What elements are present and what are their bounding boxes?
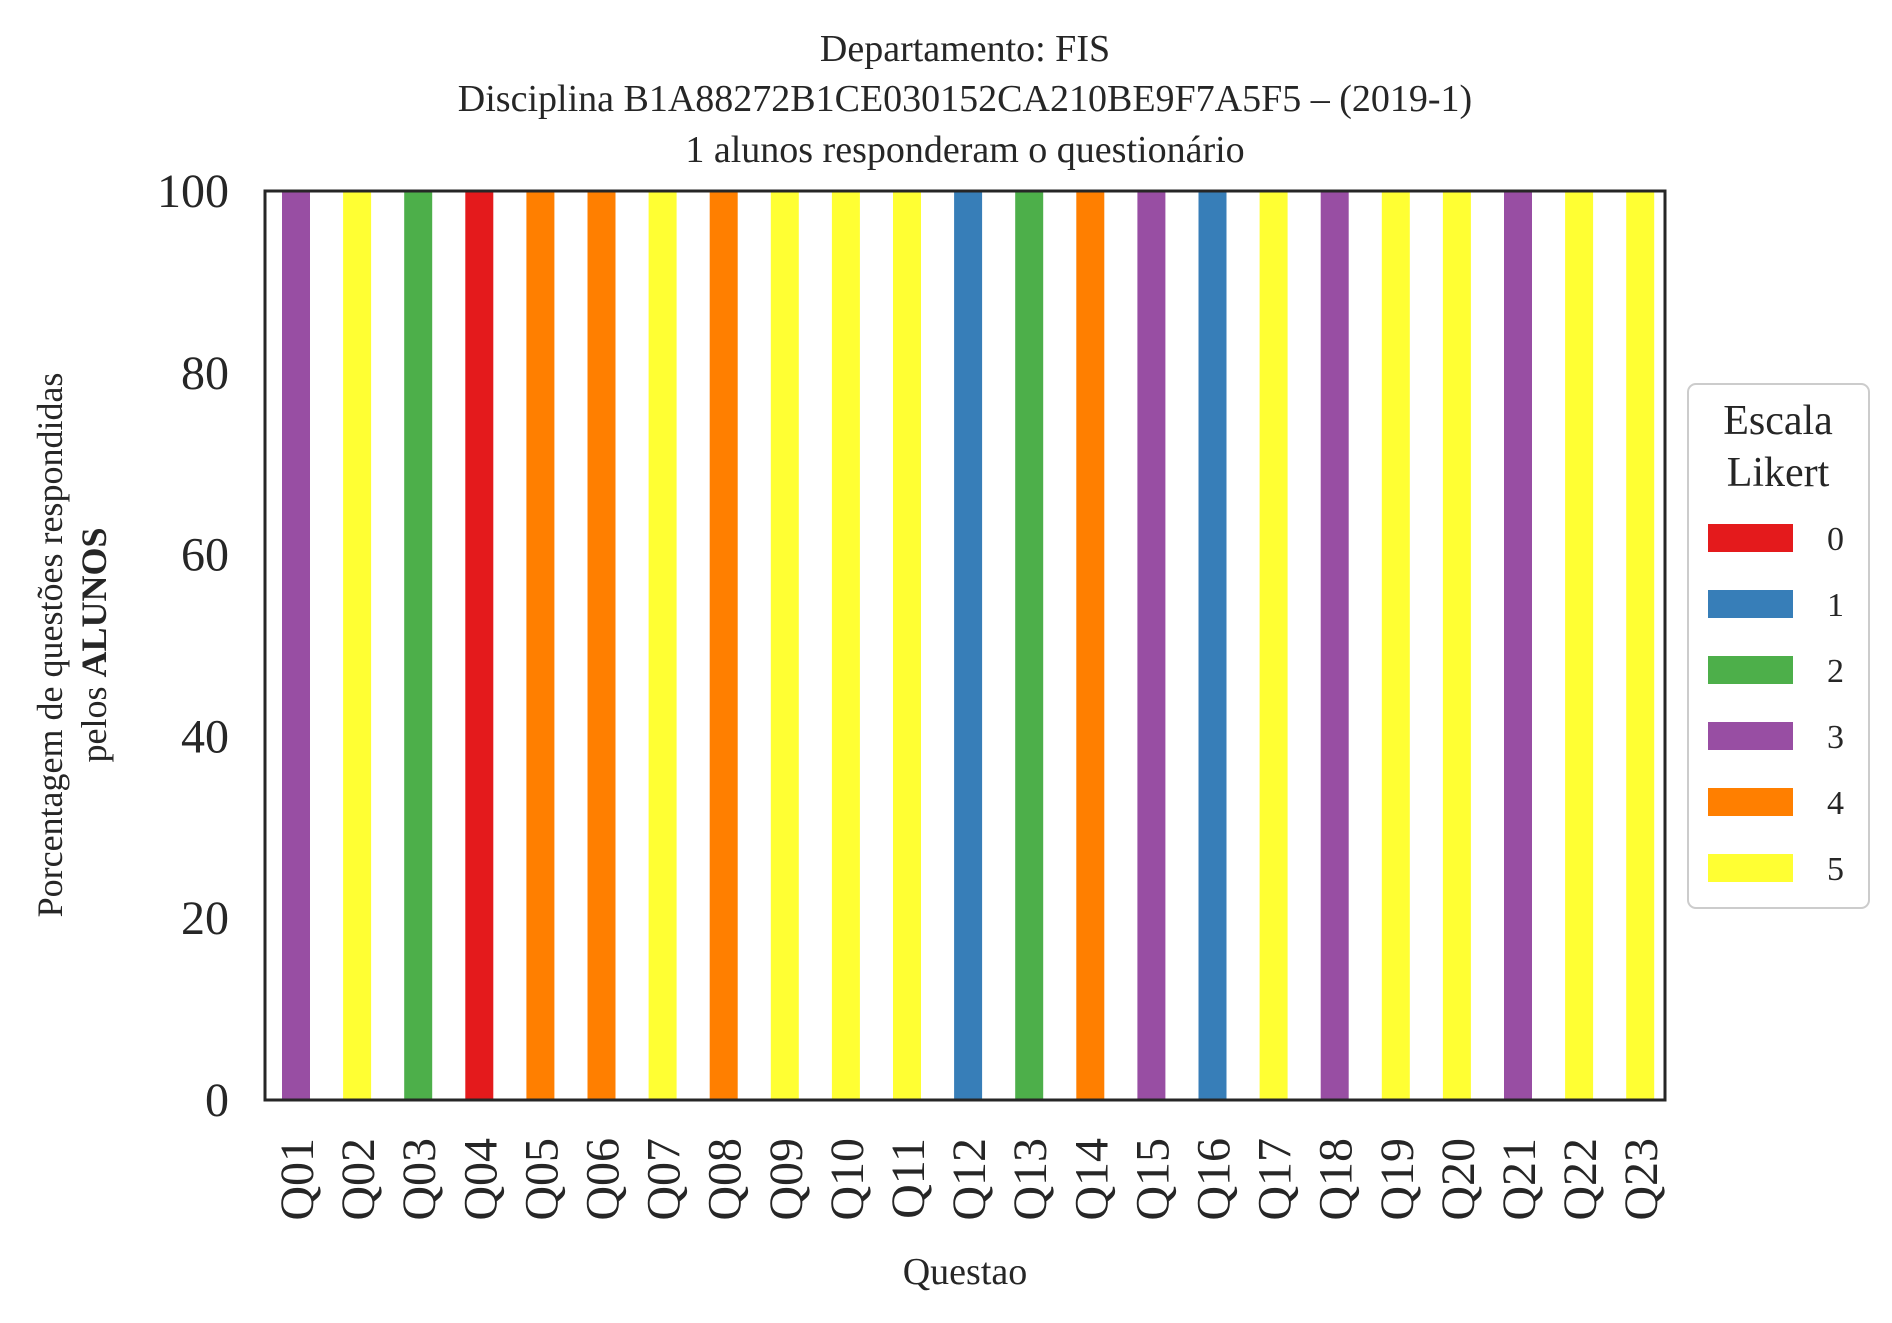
x-tick-label-q20: Q20 bbox=[1432, 1138, 1485, 1221]
bar-q09-likert-5 bbox=[770, 191, 799, 1100]
bar-q08-likert-4 bbox=[709, 191, 738, 1100]
y-tick-label-80: 80 bbox=[181, 347, 229, 400]
bar-q04-likert-0 bbox=[465, 191, 494, 1100]
legend-label-1: 1 bbox=[1827, 587, 1844, 624]
legend-swatch-2 bbox=[1708, 656, 1793, 684]
bars-group bbox=[282, 191, 1655, 1100]
bar-q11-likert-5 bbox=[893, 191, 921, 1100]
y-tick-label-0: 0 bbox=[205, 1074, 229, 1127]
y-tick-label-60: 60 bbox=[181, 529, 229, 582]
bar-q02-likert-5 bbox=[343, 191, 372, 1100]
legend-box bbox=[1687, 383, 1870, 909]
legend: Escala Likert 0 1 2 3 4 5 bbox=[1687, 383, 1870, 909]
y-axis-label-bold: ALUNOS bbox=[74, 527, 114, 677]
y-axis-label-line-2: pelos ALUNOS bbox=[74, 527, 114, 762]
x-axis-label: Questao bbox=[903, 1251, 1028, 1293]
bar-q20-likert-5 bbox=[1442, 191, 1471, 1100]
legend-label-5: 5 bbox=[1827, 851, 1844, 888]
x-tick-label-q19: Q19 bbox=[1371, 1138, 1424, 1221]
bar-q14-likert-4 bbox=[1076, 191, 1105, 1100]
legend-swatch-3 bbox=[1708, 722, 1793, 750]
x-tick-label-q02: Q02 bbox=[332, 1138, 385, 1221]
x-tick-label-q14: Q14 bbox=[1065, 1138, 1118, 1221]
legend-label-0: 0 bbox=[1827, 521, 1844, 558]
legend-swatch-1 bbox=[1708, 590, 1793, 618]
x-tick-label-q07: Q07 bbox=[638, 1138, 691, 1221]
x-tick-label-q16: Q16 bbox=[1188, 1138, 1241, 1221]
bar-q05-likert-4 bbox=[526, 191, 555, 1100]
y-tick-label-40: 40 bbox=[181, 710, 229, 763]
x-tick-label-q06: Q06 bbox=[577, 1138, 630, 1221]
plot-frame bbox=[263, 189, 1667, 1102]
bar-q19-likert-5 bbox=[1381, 191, 1410, 1100]
bar-q12-likert-1 bbox=[954, 191, 983, 1100]
bar-q23-likert-5 bbox=[1626, 191, 1655, 1100]
legend-title-line-2: Likert bbox=[1727, 450, 1830, 496]
legend-label-2: 2 bbox=[1827, 653, 1844, 690]
bar-q06-likert-4 bbox=[587, 191, 616, 1100]
x-tick-label-q10: Q10 bbox=[821, 1138, 874, 1221]
bar-q16-likert-1 bbox=[1198, 191, 1227, 1100]
legend-swatch-5 bbox=[1708, 854, 1793, 882]
bar-q13-likert-2 bbox=[1015, 191, 1044, 1100]
x-tick-label-q09: Q09 bbox=[760, 1138, 813, 1221]
y-tick-label-100: 100 bbox=[157, 165, 229, 218]
x-axis-ticks: Q01 Q02 Q03 Q04 Q05 Q06 Q07 Q08 Q09 Q10 Q11 Q12 Q13 Q… bbox=[271, 1138, 1668, 1221]
x-tick-label-q22: Q22 bbox=[1554, 1138, 1607, 1221]
x-tick-label-q23: Q23 bbox=[1615, 1138, 1668, 1221]
bar-q18-likert-3 bbox=[1320, 191, 1349, 1100]
y-axis-label: Porcentagem de questões respondidas pelo… bbox=[30, 373, 114, 918]
x-tick-label-q08: Q08 bbox=[699, 1138, 752, 1221]
x-tick-label-q13: Q13 bbox=[1004, 1138, 1057, 1221]
x-tick-label-q12: Q12 bbox=[943, 1138, 996, 1221]
legend-title-line-1: Escala bbox=[1723, 398, 1833, 444]
y-tick-label-20: 20 bbox=[181, 892, 229, 945]
y-axis-label-line-1: Porcentagem de questões respondidas bbox=[30, 373, 70, 918]
x-tick-label-q03: Q03 bbox=[393, 1138, 446, 1221]
bar-q21-likert-3 bbox=[1504, 191, 1532, 1100]
x-tick-label-q17: Q17 bbox=[1249, 1138, 1302, 1221]
bar-q17-likert-5 bbox=[1259, 191, 1288, 1100]
legend-label-4: 4 bbox=[1827, 785, 1844, 822]
x-tick-label-q05: Q05 bbox=[515, 1138, 568, 1221]
y-axis-label-prefix: pelos bbox=[74, 678, 114, 763]
x-tick-label-q11: Q11 bbox=[882, 1138, 935, 1219]
bar-q01-likert-3 bbox=[282, 191, 310, 1100]
x-tick-label-q04: Q04 bbox=[454, 1138, 507, 1221]
bar-q03-likert-2 bbox=[404, 191, 433, 1100]
title-line-2: Disciplina B1A88272B1CE030152CA210BE9F7A… bbox=[458, 78, 1472, 120]
y-axis-ticks: 0 20 40 60 80 100 bbox=[157, 165, 229, 1127]
x-tick-label-q15: Q15 bbox=[1126, 1138, 1179, 1221]
legend-label-3: 3 bbox=[1827, 719, 1844, 756]
legend-swatch-0 bbox=[1708, 524, 1793, 552]
bar-q10-likert-5 bbox=[831, 191, 860, 1100]
bar-q15-likert-3 bbox=[1137, 191, 1166, 1100]
x-tick-label-q01: Q01 bbox=[271, 1138, 324, 1221]
title-line-1: Departamento: FIS bbox=[820, 28, 1110, 70]
legend-swatch-4 bbox=[1708, 788, 1793, 816]
bar-q22-likert-5 bbox=[1565, 191, 1594, 1100]
bar-q07-likert-5 bbox=[648, 191, 677, 1100]
x-tick-label-q21: Q21 bbox=[1493, 1138, 1546, 1221]
title-line-3: 1 alunos responderam o questionário bbox=[685, 129, 1244, 171]
chart-title: Departamento: FIS Disciplina B1A88272B1C… bbox=[458, 28, 1472, 171]
x-tick-label-q18: Q18 bbox=[1310, 1138, 1363, 1221]
legend-items: 0 1 2 3 4 5 bbox=[1708, 521, 1844, 888]
